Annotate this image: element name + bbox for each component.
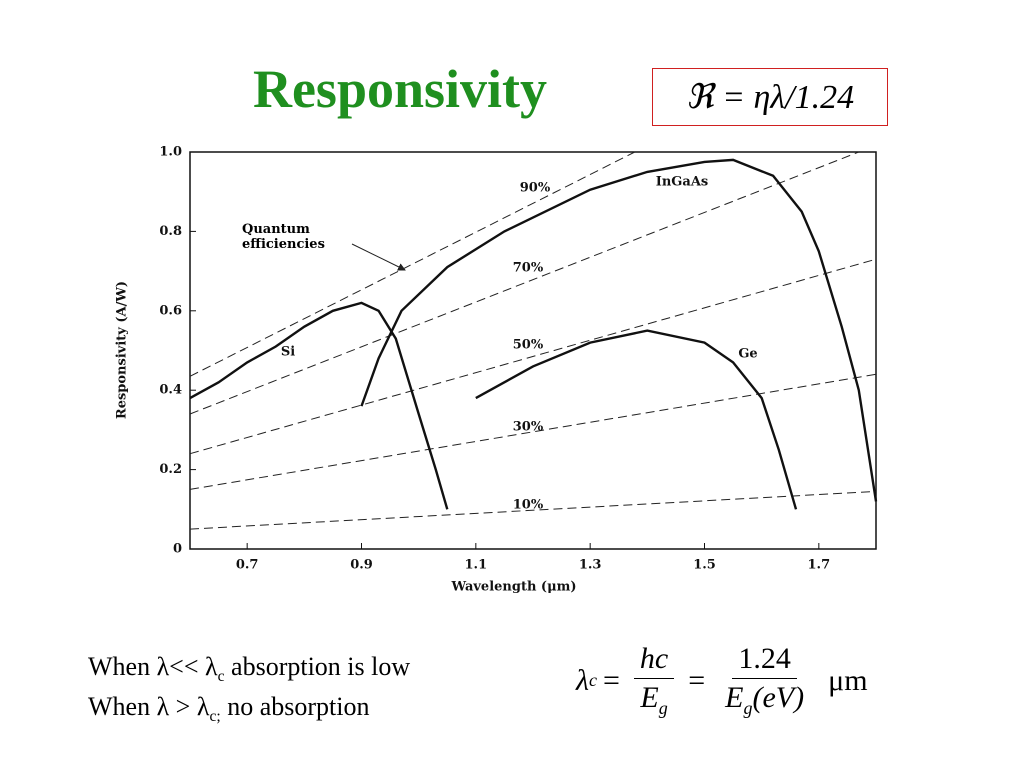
efficiency-line <box>189 490 877 530</box>
annotation-arrow <box>351 243 406 271</box>
note-sub: c; <box>209 708 221 726</box>
responsivity-curve <box>360 158 878 502</box>
series-label: Si <box>281 345 295 360</box>
series-label: 90% <box>520 181 551 196</box>
eq-symbol: λ <box>576 663 589 697</box>
series-label: InGaAs <box>656 175 708 190</box>
eq-symbol: E <box>640 681 659 714</box>
fraction: 1.24 Eg(eV) <box>719 640 810 721</box>
eq-sign: = <box>688 663 706 697</box>
note: When λ<< λc absorption is low <box>88 652 410 686</box>
eq-symbol: (eV) <box>752 681 805 714</box>
efficiency-line <box>189 151 859 415</box>
eq-sub: c <box>589 670 597 690</box>
note-text: When λ<< λ <box>88 652 218 681</box>
eq-sub: g <box>658 698 668 718</box>
x-tick-label: 0.9 <box>350 558 373 573</box>
eq-symbol: E <box>725 681 744 714</box>
responsivity-curve <box>475 329 798 510</box>
x-tick-label: 0.7 <box>236 558 259 573</box>
eq-sub: g <box>743 698 753 718</box>
unit: μm <box>828 663 868 697</box>
numerator: hc <box>633 640 675 679</box>
annotation: Quantum efficiencies <box>242 222 325 252</box>
y-tick-label: 1.0 <box>159 145 182 160</box>
y-tick-label: 0.6 <box>159 303 182 318</box>
efficiency-line <box>189 373 877 490</box>
y-tick-label: 0 <box>173 542 182 557</box>
efficiency-line <box>189 151 636 377</box>
note-sub: c <box>217 668 225 686</box>
series-label: 30% <box>513 420 544 435</box>
note: When λ > λc; no absorption <box>88 692 370 726</box>
efficiency-line <box>189 258 877 455</box>
note-text: When λ > λ <box>88 692 210 721</box>
series-label: Ge <box>738 347 757 362</box>
denominator: Eg <box>634 679 673 721</box>
x-tick-label: 1.1 <box>465 558 488 573</box>
series-label: 10% <box>513 498 544 513</box>
note-text: absorption is low <box>224 652 411 681</box>
eq-sign: = <box>603 663 620 697</box>
note-text: no absorption <box>220 692 370 721</box>
plot-frame <box>189 151 877 550</box>
y-tick-label: 0.8 <box>159 224 182 239</box>
series-label: 50% <box>513 338 544 353</box>
formula-box: ℜ = ηλ/1.24 <box>652 68 888 126</box>
series-label: 70% <box>513 261 544 276</box>
y-tick-label: 0.4 <box>159 383 182 398</box>
fraction: hc Eg <box>633 640 675 721</box>
x-axis-label: Wavelength (μm) <box>450 580 576 595</box>
numerator: 1.24 <box>732 640 797 679</box>
x-tick-label: 1.7 <box>808 558 831 573</box>
x-tick-label: 1.5 <box>693 558 716 573</box>
responsivity-curve <box>189 301 449 510</box>
slide-title: Responsivity <box>252 59 548 119</box>
x-tick-label: 1.3 <box>579 558 602 573</box>
denominator: Eg(eV) <box>719 679 810 721</box>
y-axis-label: Responsivity (A/W) <box>115 281 130 419</box>
y-tick-label: 0.2 <box>159 462 182 477</box>
